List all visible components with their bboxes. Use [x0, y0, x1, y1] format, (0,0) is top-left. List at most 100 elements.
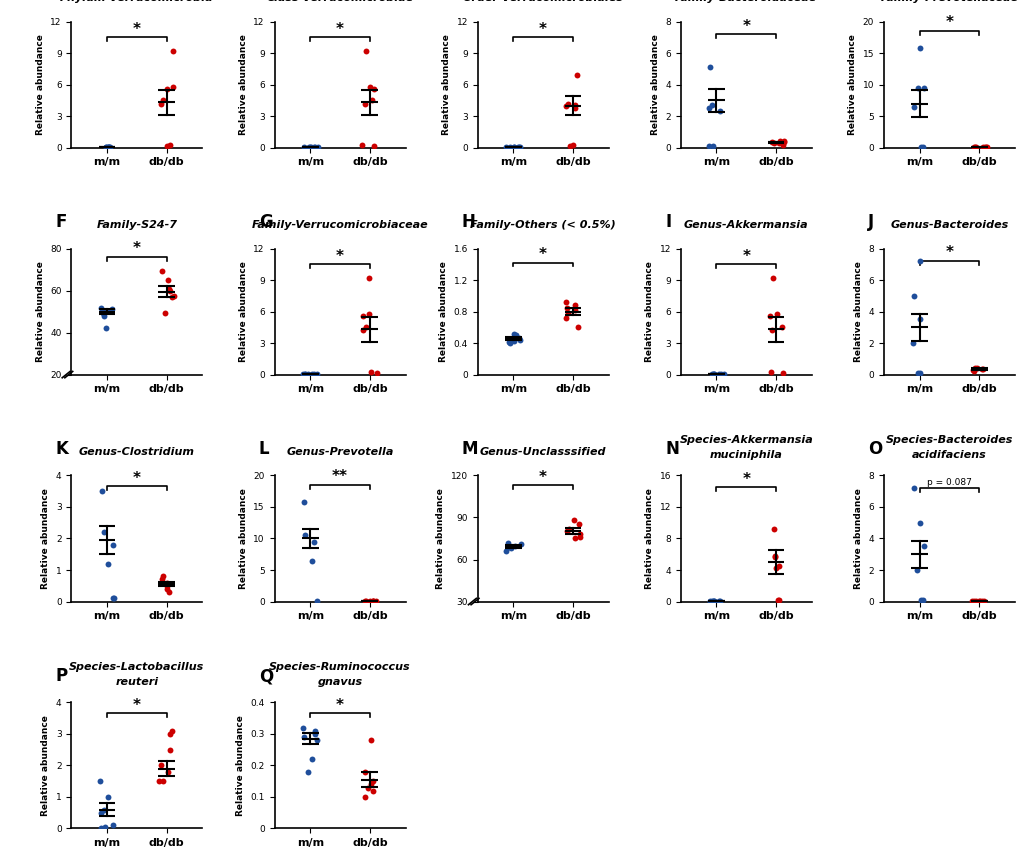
Point — [765, 522, 782, 536]
Text: O: O — [867, 440, 881, 458]
Point — [973, 594, 989, 608]
Point — [155, 570, 171, 583]
Point — [905, 289, 921, 303]
Point — [101, 141, 117, 154]
Point — [95, 306, 111, 319]
Text: reuteri: reuteri — [115, 677, 158, 687]
Point — [710, 367, 727, 381]
Point — [160, 577, 176, 591]
Point — [967, 141, 983, 154]
Point — [977, 141, 994, 154]
Text: *: * — [539, 22, 546, 37]
Point — [497, 545, 514, 558]
Point — [567, 101, 583, 115]
Point — [363, 778, 379, 791]
Point — [161, 727, 177, 740]
Point — [357, 44, 373, 58]
Point — [965, 364, 981, 378]
Text: acidifaciens: acidifaciens — [911, 450, 985, 460]
Text: *: * — [132, 22, 141, 37]
Point — [701, 139, 717, 153]
Point — [101, 140, 117, 154]
Point — [306, 141, 322, 154]
Point — [357, 790, 373, 803]
Point — [151, 774, 167, 788]
Point — [773, 366, 790, 380]
Text: gnavus: gnavus — [317, 677, 362, 687]
Text: Order-Verrucomicrobiales: Order-Verrucomicrobiales — [463, 0, 623, 3]
Point — [765, 136, 782, 150]
Y-axis label: Relative abundance: Relative abundance — [36, 261, 45, 362]
Text: C: C — [462, 0, 474, 4]
Point — [570, 320, 586, 334]
Point — [502, 541, 519, 555]
Point — [153, 759, 169, 772]
Point — [354, 138, 370, 152]
Point — [914, 141, 930, 154]
Point — [96, 803, 112, 816]
Text: *: * — [335, 698, 343, 713]
Y-axis label: Relative abundance: Relative abundance — [644, 488, 653, 589]
Point — [164, 79, 180, 93]
Point — [309, 595, 325, 608]
Point — [363, 734, 379, 747]
Text: *: * — [132, 242, 141, 256]
Point — [712, 368, 729, 381]
Text: B: B — [259, 0, 271, 4]
Point — [153, 97, 169, 110]
Point — [94, 484, 110, 498]
Point — [304, 368, 320, 381]
Point — [701, 595, 717, 608]
Point — [710, 595, 727, 608]
Point — [971, 594, 987, 608]
Point — [970, 594, 986, 608]
Point — [157, 306, 173, 319]
Point — [505, 140, 522, 154]
Text: *: * — [539, 247, 546, 262]
Text: *: * — [132, 698, 141, 713]
Point — [357, 765, 373, 778]
Point — [770, 136, 787, 150]
Y-axis label: Relative abundance: Relative abundance — [436, 488, 444, 589]
Point — [964, 141, 980, 154]
Point — [511, 331, 527, 344]
Point — [501, 337, 518, 350]
Point — [306, 141, 322, 154]
Point — [306, 367, 322, 381]
Point — [355, 309, 371, 323]
Text: A: A — [56, 0, 68, 4]
Point — [703, 595, 719, 608]
Point — [768, 593, 785, 607]
Point — [154, 774, 170, 788]
Point — [100, 141, 116, 154]
Point — [309, 734, 325, 747]
Point — [974, 362, 990, 376]
Point — [500, 540, 517, 554]
Point — [97, 820, 113, 834]
Point — [768, 306, 785, 320]
Text: *: * — [742, 472, 750, 487]
Point — [104, 303, 120, 317]
Point — [569, 68, 585, 82]
Y-axis label: Relative abundance: Relative abundance — [853, 488, 862, 589]
Point — [914, 593, 930, 607]
Text: p = 0.087: p = 0.087 — [926, 478, 971, 488]
Point — [705, 595, 721, 608]
Text: Species-Ruminococcus: Species-Ruminococcus — [269, 662, 411, 672]
Point — [164, 724, 180, 738]
Point — [96, 304, 112, 318]
Y-axis label: Relative abundance: Relative abundance — [644, 261, 653, 362]
Y-axis label: Relative abundance: Relative abundance — [238, 261, 248, 362]
Y-axis label: Relative abundance: Relative abundance — [438, 261, 447, 362]
Point — [767, 562, 784, 576]
Point — [560, 522, 577, 536]
Point — [98, 321, 114, 335]
Point — [505, 334, 522, 348]
Text: Genus-Akkermansia: Genus-Akkermansia — [684, 219, 808, 230]
Point — [306, 535, 322, 549]
Text: F: F — [56, 213, 67, 231]
Point — [911, 41, 927, 55]
Point — [365, 82, 381, 96]
Text: J: J — [867, 213, 873, 231]
Text: Family-Others (< 0.5%): Family-Others (< 0.5%) — [470, 219, 615, 230]
